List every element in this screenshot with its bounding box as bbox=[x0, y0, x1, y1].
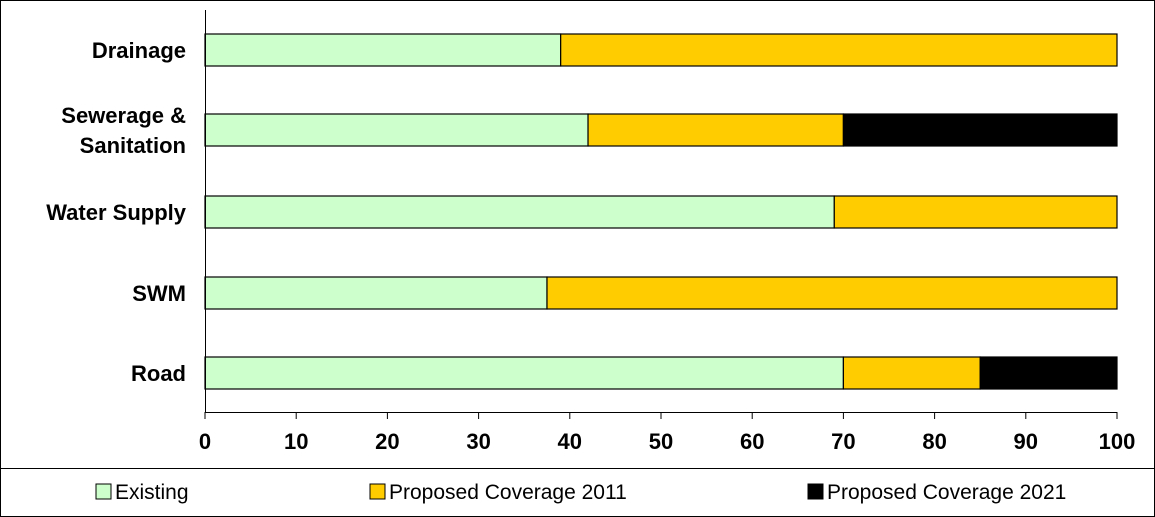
bar-2-3 bbox=[833, 195, 1118, 229]
category-label: SWM bbox=[132, 281, 186, 306]
category-label: Water Supply bbox=[46, 200, 187, 225]
bar-2-4 bbox=[546, 276, 1118, 310]
bars-group bbox=[204, 33, 1118, 390]
bar-1-2 bbox=[204, 113, 589, 147]
x-tick-label: 90 bbox=[1014, 429, 1038, 454]
bar-1-5 bbox=[204, 356, 845, 390]
category-label: Sewerage & bbox=[61, 103, 186, 128]
category-label: Drainage bbox=[92, 38, 186, 63]
legend: Existing Proposed Coverage 2011 Proposed C… bbox=[95, 481, 1066, 504]
x-tick-label: 20 bbox=[375, 429, 399, 454]
category-label: Sanitation bbox=[80, 133, 186, 158]
x-tick-label: 80 bbox=[922, 429, 946, 454]
legend-label-2: Proposed Coverage 2011 bbox=[389, 481, 627, 504]
x-tick-label: 40 bbox=[558, 429, 582, 454]
legend-label-1: Existing bbox=[115, 481, 189, 504]
x-tick-label: 60 bbox=[740, 429, 764, 454]
bar-2-2 bbox=[587, 113, 844, 147]
bar-3-5 bbox=[979, 356, 1118, 390]
bar-1-3 bbox=[204, 195, 835, 229]
bar-1-1 bbox=[204, 33, 562, 67]
legend-swatch-2 bbox=[369, 483, 386, 500]
category-label: Road bbox=[131, 361, 186, 386]
bar-1-4 bbox=[204, 276, 548, 310]
bar-2-1 bbox=[560, 33, 1118, 67]
legend-label-3: Proposed Coverage 2021 bbox=[827, 481, 1066, 504]
x-tick-label: 10 bbox=[284, 429, 308, 454]
x-tick-label: 100 bbox=[1099, 429, 1136, 454]
legend-swatch-3 bbox=[807, 483, 824, 500]
x-tick-label: 50 bbox=[649, 429, 673, 454]
x-tick-label: 0 bbox=[199, 429, 211, 454]
category-labels-group: Drainage Sewerage & Sanitation Water Supply… bbox=[46, 38, 187, 386]
x-tick-label: 70 bbox=[831, 429, 855, 454]
bar-2-5 bbox=[842, 356, 981, 390]
legend-swatch-1 bbox=[95, 483, 112, 500]
x-ticks-group: 0 10 20 30 40 50 60 70 80 90 100 bbox=[199, 412, 1135, 454]
bar-3-2 bbox=[842, 113, 1118, 147]
x-tick-label: 30 bbox=[466, 429, 490, 454]
